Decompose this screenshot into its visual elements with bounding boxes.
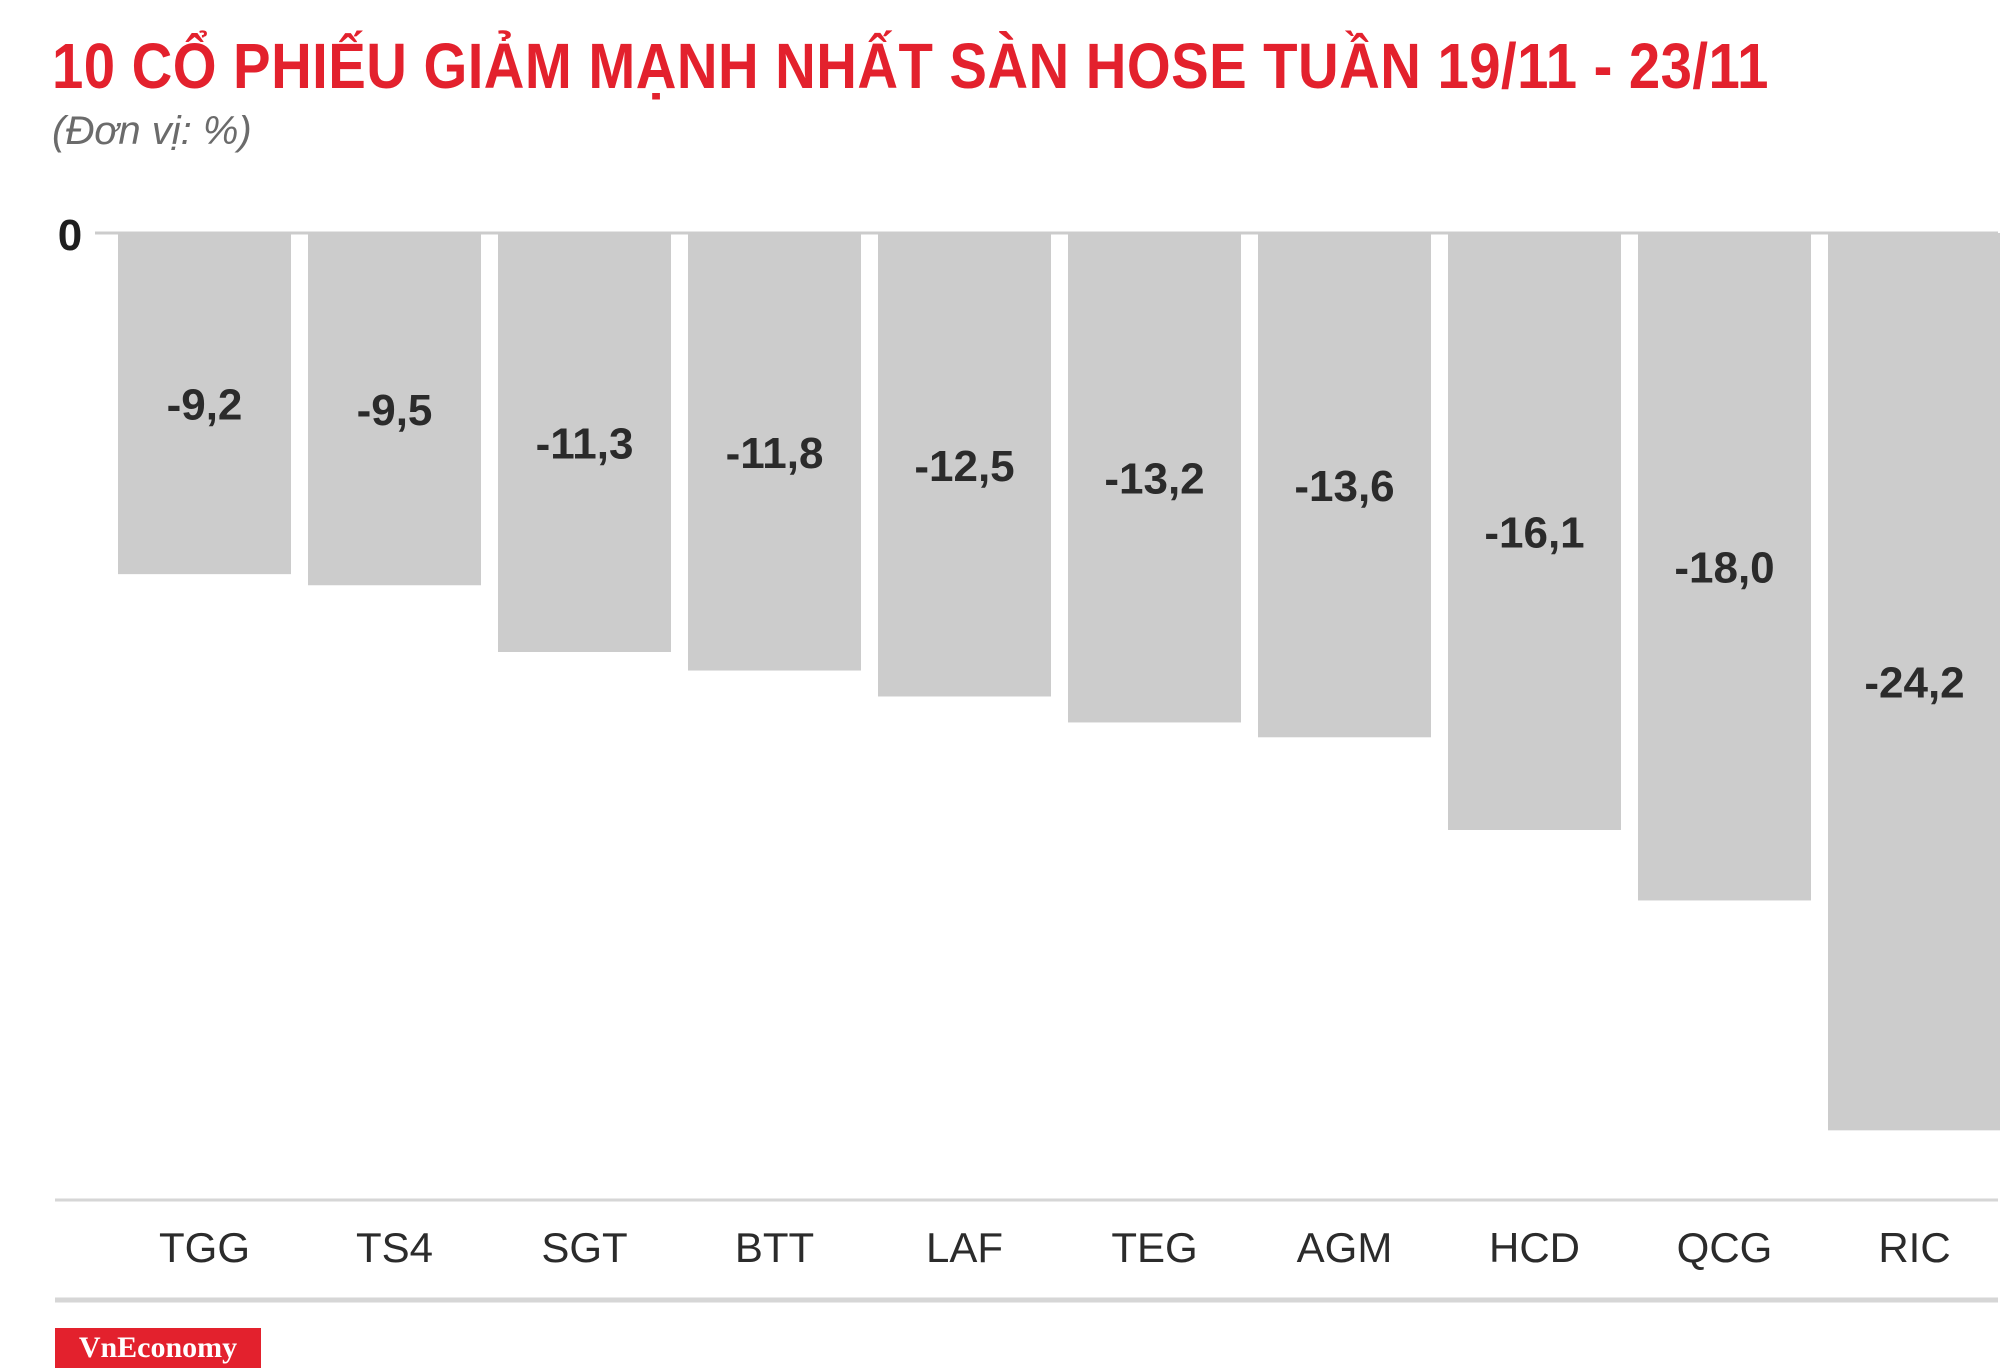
category-label-teg: TEG [1111,1224,1197,1271]
bar-ts4 [308,233,481,586]
bar-group: -9,2 -9,5 -11,3 -11,8 -12,5 -13,2 -13,6 -16,1 -1… [118,233,2000,1131]
y-tick-label-0: 0 [58,211,82,260]
bar-sgt [498,233,671,653]
bar-ric [1828,233,2000,1131]
value-label-ric: -24,2 [1864,659,1964,708]
category-label-hcd: HCD [1489,1224,1580,1271]
bar-hcd [1448,233,1621,830]
category-label-group: TGG TS4 SGT BTT LAF TEG AGM HCD QCG RIC [159,1224,1951,1271]
value-label-laf: -12,5 [914,442,1014,491]
bar-laf [878,233,1051,697]
category-label-tgg: TGG [159,1224,250,1271]
category-label-laf: LAF [926,1224,1003,1271]
category-label-sgt: SGT [541,1224,627,1271]
value-label-btt: -11,8 [726,429,824,478]
bar-qcg [1638,233,1811,901]
category-label-qcg: QCG [1677,1224,1773,1271]
value-label-hcd: -16,1 [1484,508,1584,557]
value-label-tgg: -9,2 [167,381,243,430]
chart-title: 10 CỔ PHIẾU GIẢM MẠNH NHẤT SÀN HOSE TUẦN… [52,30,1769,102]
bar-agm [1258,233,1431,738]
category-label-agm: AGM [1297,1224,1393,1271]
chart-unit-subtitle: (Đơn vị: %) [52,109,252,153]
value-label-sgt: -11,3 [536,420,634,469]
category-label-btt: BTT [735,1224,814,1271]
value-label-ts4: -9,5 [357,386,433,435]
vneconomy-logo: VnEconomy [55,1328,261,1368]
bar-teg [1068,233,1241,723]
value-label-teg: -13,2 [1104,455,1204,504]
bar-btt [688,233,861,671]
bar-chart: -9,2 -9,5 -11,3 -11,8 -12,5 -13,2 -13,6 -16,1 -1… [55,211,2000,1303]
value-label-agm: -13,6 [1294,462,1394,511]
category-label-ric: RIC [1878,1224,1950,1271]
value-label-qcg: -18,0 [1674,544,1774,593]
bar-tgg [118,233,291,575]
category-label-ts4: TS4 [356,1224,433,1271]
